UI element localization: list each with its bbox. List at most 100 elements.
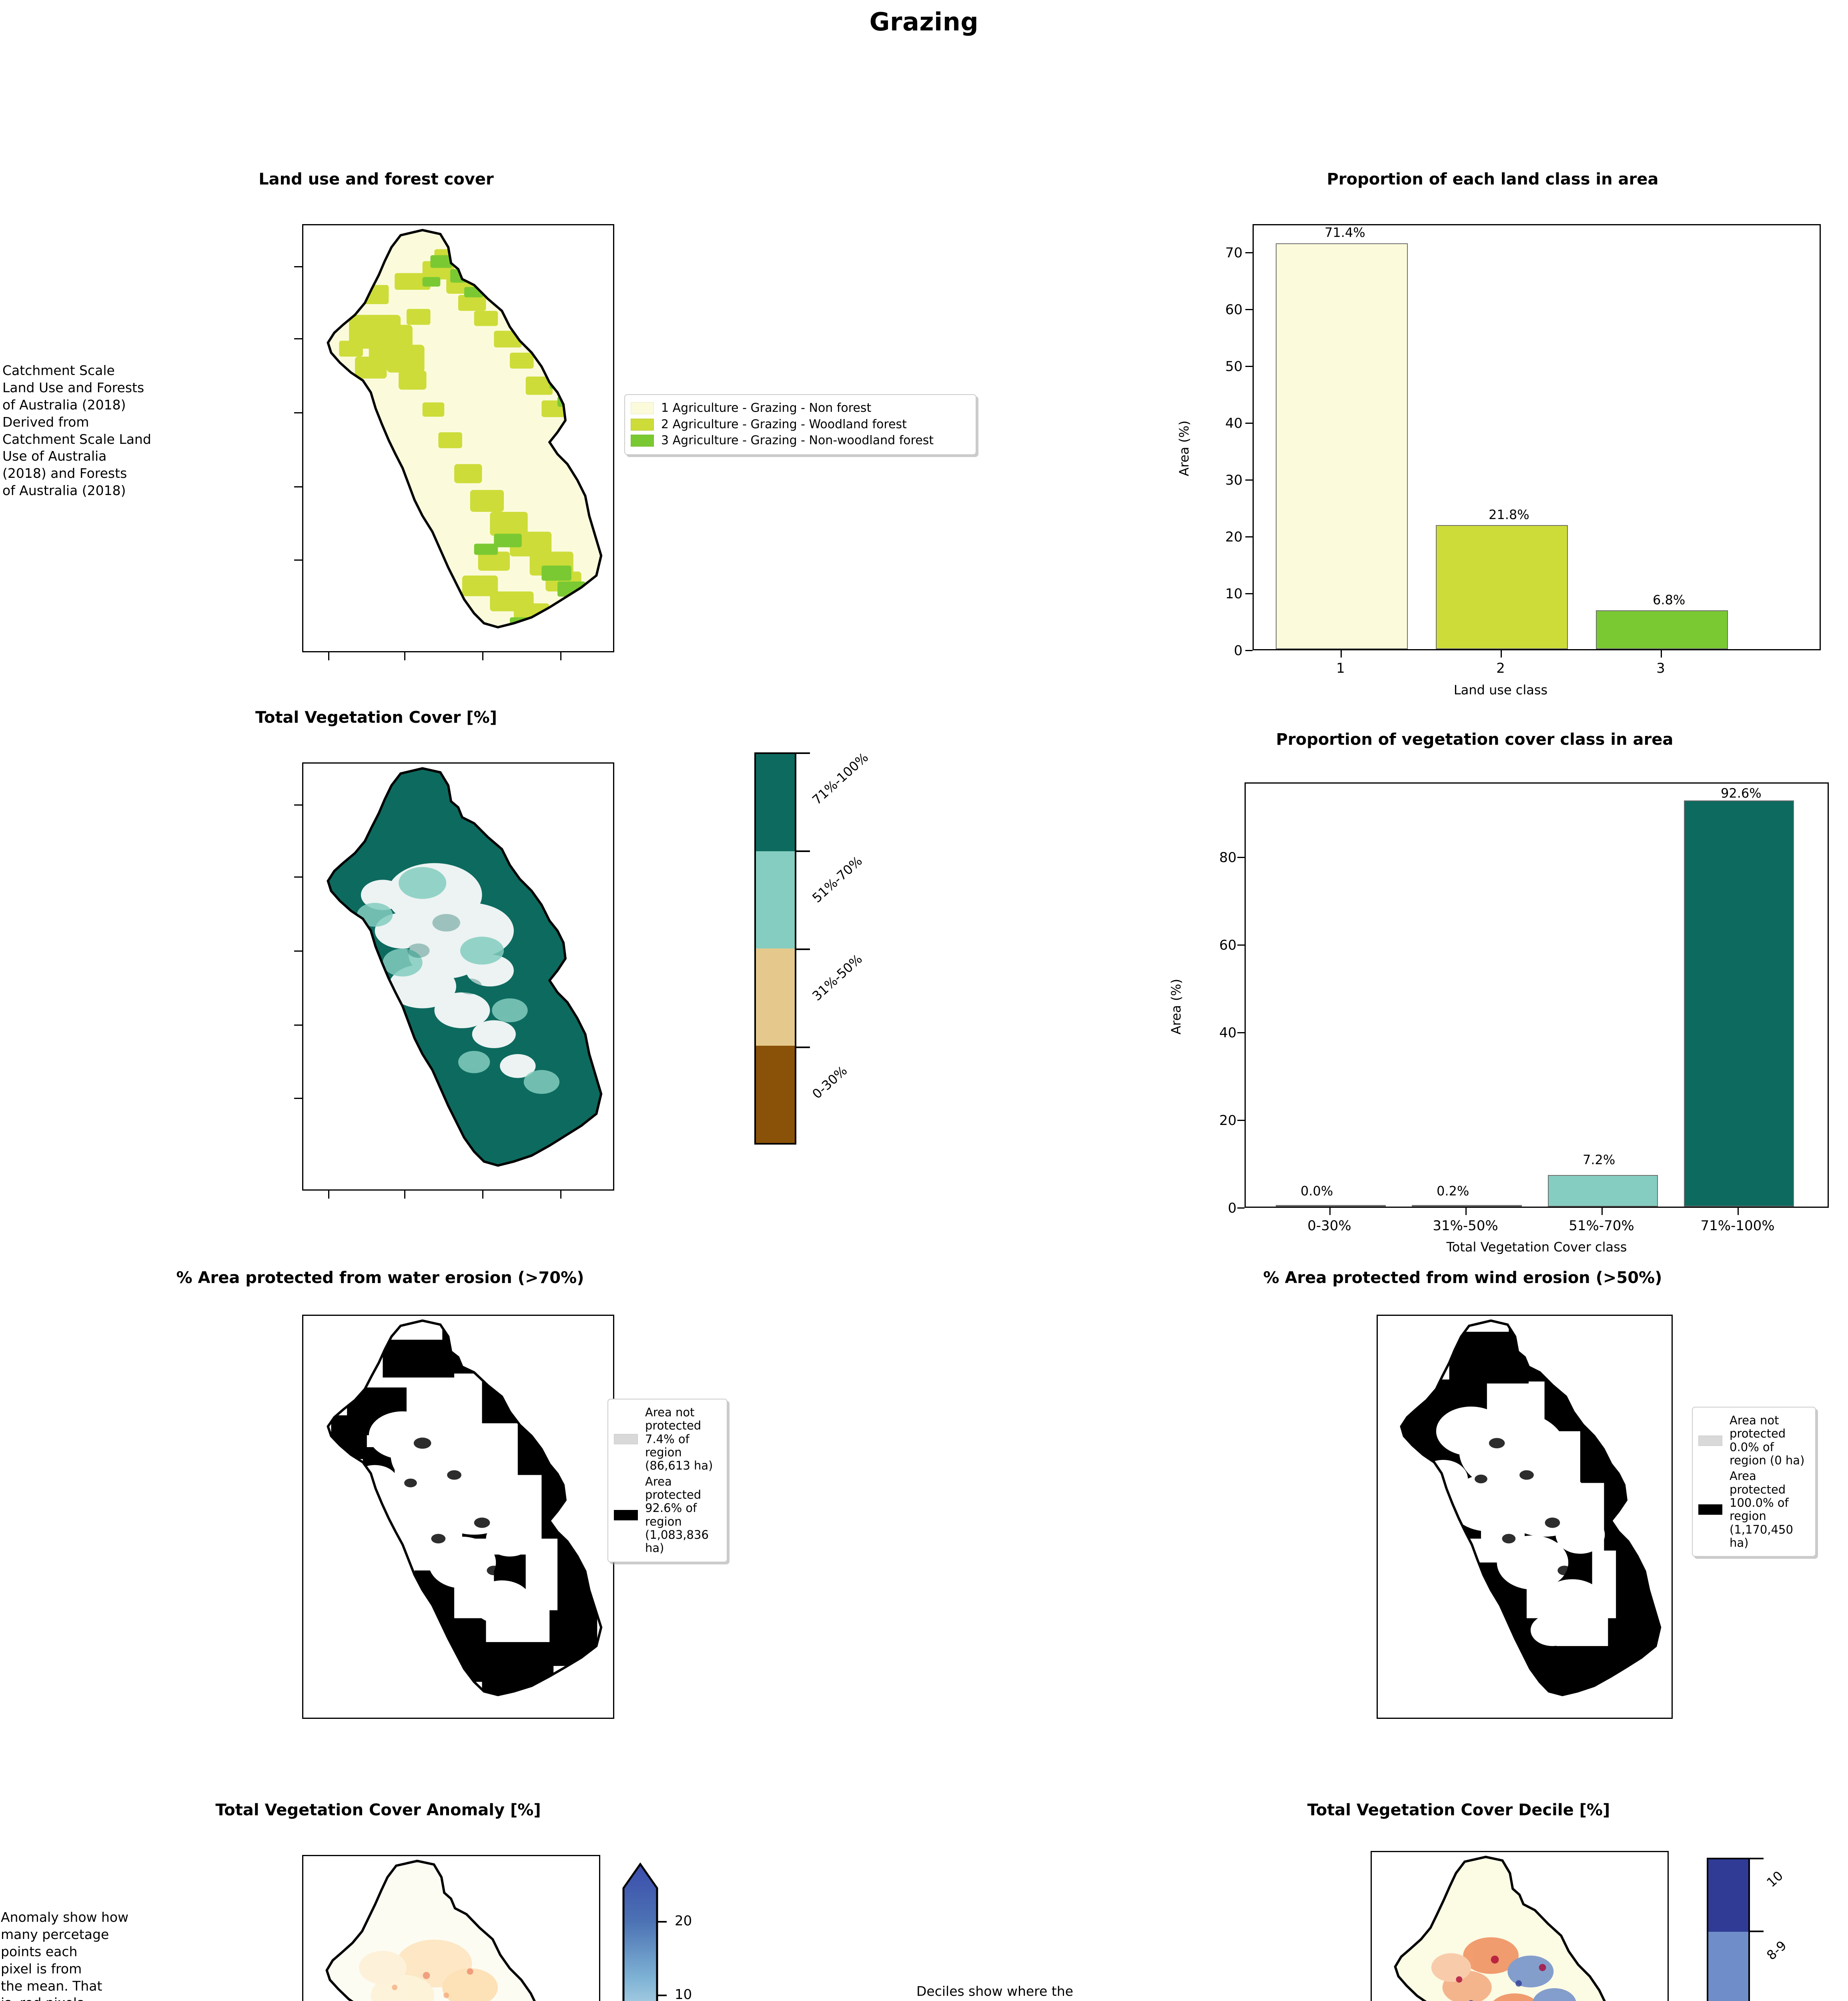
- xtick-mark: [1738, 1208, 1739, 1215]
- legend-swatch-class-2: [631, 418, 654, 431]
- ytick-10: 10: [1225, 586, 1243, 602]
- cbar-segment-10: [1708, 1859, 1748, 1932]
- map-tick: [294, 486, 302, 487]
- land-use-source-note: Catchment Scale Land Use and Forests of …: [2, 363, 151, 499]
- ytick-20: 20: [1225, 529, 1243, 545]
- cbar-tick: [796, 850, 810, 852]
- legend-label-not-protected: Area not protected 7.4% of region (86,61…: [645, 1406, 713, 1473]
- decile-colorbar: [1707, 1858, 1750, 2001]
- map-tick: [328, 652, 329, 660]
- map-tick: [404, 652, 405, 660]
- cbar-segment-51-70: [756, 851, 795, 948]
- ytick-mark: [1237, 1120, 1245, 1121]
- wind-erosion-map-graphic: [1400, 1319, 1662, 1696]
- ytick-40: 40: [1219, 1025, 1237, 1041]
- ytick-mark: [1245, 366, 1253, 367]
- xtick-mark: [1661, 650, 1662, 658]
- ytick-0: 0: [1234, 643, 1243, 659]
- decile-label-8-9: 8-9: [1764, 1937, 1790, 1963]
- ytick-mark: [1245, 252, 1253, 253]
- ytick-mark: [1245, 593, 1253, 594]
- legend-label-protected: Area protected 100.0% of region (1,170,4…: [1730, 1469, 1793, 1550]
- bar-31-50[interactable]: [1412, 1205, 1522, 1207]
- veg-cover-colorbar: [754, 752, 796, 1145]
- anomaly-tick-label-20: 20: [675, 1913, 692, 1929]
- xtick-mark: [1329, 1208, 1331, 1215]
- legend-item: Area not protected 7.4% of region (86,61…: [614, 1406, 721, 1473]
- ytick-mark: [1245, 650, 1253, 651]
- veg-class-chart-title: Proportion of vegetation cover class in …: [1276, 730, 1674, 749]
- land-use-panel-title: Land use and forest cover: [259, 170, 494, 188]
- ytick-0: 0: [1228, 1200, 1237, 1216]
- cbar-segment-71-100: [756, 754, 795, 851]
- cbar-label-51-70: 51%-70%: [809, 853, 866, 906]
- bar-value-class-1: 71.4%: [1325, 225, 1365, 240]
- legend-swatch-not-protected: [614, 1434, 638, 1445]
- bar-class-1[interactable]: [1276, 243, 1408, 649]
- legend-label-class-3: 3 Agriculture - Grazing - Non-woodland f…: [661, 433, 934, 447]
- bar-value-class-3: 6.8%: [1653, 592, 1686, 608]
- y-axis-title: Area (%): [1169, 978, 1184, 1035]
- decile-panel-title: Total Vegetation Cover Decile [%]: [1307, 1801, 1610, 1819]
- land-class-chart-title: Proportion of each land class in area: [1327, 170, 1659, 188]
- bar-71-100[interactable]: [1684, 800, 1794, 1207]
- page-title: Grazing: [869, 7, 979, 36]
- decile-cbar-tick: [1750, 1931, 1764, 1932]
- veg-cover-panel-title: Total Vegetation Cover [%]: [255, 708, 497, 727]
- xtick-mark: [1601, 1208, 1603, 1215]
- ytick-mark: [1245, 309, 1253, 310]
- decile-map: [1371, 1851, 1669, 2001]
- ytick-mark: [1245, 536, 1253, 537]
- plot-area: [1253, 224, 1821, 650]
- cbar-label-31-50: 31%-50%: [809, 951, 866, 1004]
- ytick-mark: [1245, 479, 1253, 481]
- wind-erosion-panel-title: % Area protected from wind erosion (>50%…: [1263, 1269, 1662, 1287]
- decile-label-10: 10: [1764, 1868, 1786, 1891]
- land-use-legend: 1 Agriculture - Grazing - Non forest 2 A…: [624, 394, 976, 455]
- xtick-mark: [1501, 650, 1502, 658]
- ytick-80: 80: [1219, 850, 1237, 866]
- map-tick: [294, 1025, 302, 1026]
- legend-item: Area protected 92.6% of region (1,083,83…: [614, 1475, 721, 1555]
- decile-map-graphic: [1394, 1855, 1656, 2001]
- map-tick: [294, 559, 302, 561]
- xtick-label-1: 1: [1336, 660, 1345, 676]
- bar-value-0-30: 0.0%: [1301, 1183, 1333, 1199]
- cbar-label-0-30: 0-30%: [809, 1063, 850, 1102]
- legend-label-class-2: 2 Agriculture - Grazing - Woodland fores…: [661, 417, 907, 431]
- cbar-tick: [796, 1047, 810, 1048]
- ytick-60: 60: [1219, 937, 1237, 953]
- ytick-60: 60: [1225, 302, 1243, 318]
- y-axis-title: Area (%): [1177, 420, 1192, 476]
- decile-cbar-tick: [1750, 1858, 1764, 1859]
- land-use-map-graphic: [327, 229, 603, 629]
- bar-class-2[interactable]: [1436, 525, 1568, 649]
- map-tick: [294, 266, 302, 267]
- bar-51-70[interactable]: [1548, 1175, 1658, 1207]
- ytick-mark: [1237, 857, 1245, 858]
- anomaly-panel-title: Total Vegetation Cover Anomaly [%]: [215, 1801, 541, 1819]
- xtick-label-71-100: 71%-100%: [1700, 1218, 1775, 1234]
- water-erosion-map-graphic: [327, 1319, 603, 1696]
- bar-value-31-50: 0.2%: [1437, 1183, 1469, 1199]
- bar-0-30[interactable]: [1276, 1205, 1386, 1207]
- veg-cover-map-graphic: [327, 767, 603, 1167]
- xtick-label-3: 3: [1656, 660, 1665, 676]
- legend-label-not-protected: Area not protected 0.0% of region (0 ha): [1730, 1414, 1805, 1468]
- water-erosion-map: [302, 1315, 614, 1719]
- map-tick: [482, 652, 483, 660]
- anomaly-map: [302, 1855, 600, 2001]
- xtick-label-51-70: 51%-70%: [1569, 1218, 1634, 1234]
- water-erosion-legend: Area not protected 7.4% of region (86,61…: [607, 1399, 728, 1562]
- cbar-segment-8-9: [1708, 1931, 1748, 2001]
- anomaly-map-graphic: [325, 1859, 588, 2001]
- ytick-30: 30: [1225, 472, 1243, 488]
- map-tick: [294, 804, 302, 806]
- land-class-bar-chart: 71.4% 21.8% 6.8% 0 10 20 30 40 50 60 70 …: [1152, 216, 1833, 698]
- ytick-mark: [1237, 1032, 1245, 1033]
- legend-swatch-class-1: [631, 402, 654, 415]
- map-tick: [560, 652, 561, 660]
- anomaly-tick: [656, 1995, 667, 1996]
- bar-class-3[interactable]: [1596, 610, 1728, 649]
- x-axis-title: Total Vegetation Cover class: [1446, 1239, 1627, 1255]
